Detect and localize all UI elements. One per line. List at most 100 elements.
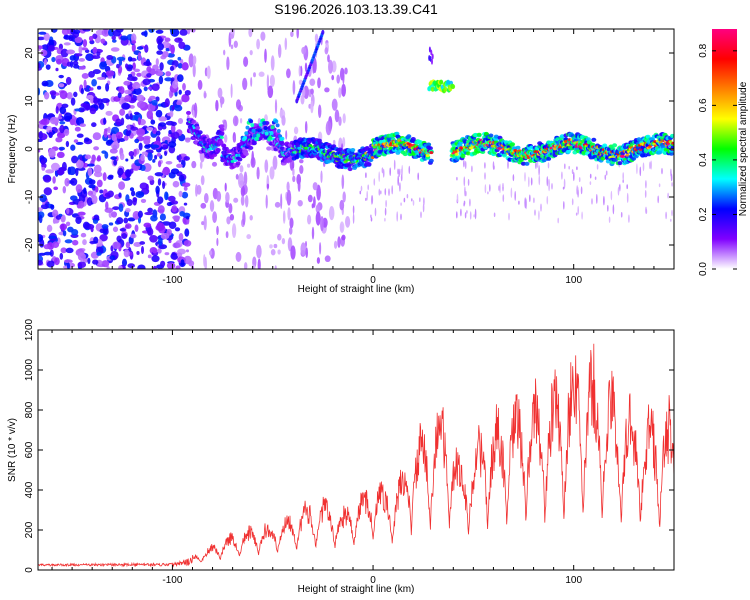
streak-blob bbox=[484, 184, 487, 194]
streak-blob bbox=[568, 165, 570, 170]
colorbar-tick-label: 0.8 bbox=[698, 43, 709, 57]
streak-blob bbox=[400, 213, 402, 221]
noise-blob bbox=[216, 237, 219, 247]
noise-blob bbox=[159, 62, 164, 71]
x-tick-label: 100 bbox=[565, 275, 582, 286]
noise-blob bbox=[96, 76, 106, 80]
noise-blob bbox=[136, 46, 144, 50]
noise-blob bbox=[310, 100, 314, 114]
noise-blob bbox=[41, 44, 49, 50]
noise-blob bbox=[125, 207, 131, 213]
noise-blob bbox=[78, 107, 85, 113]
noise-blob bbox=[100, 98, 110, 104]
streak-blob bbox=[512, 174, 515, 182]
noise-blob bbox=[92, 69, 101, 75]
noise-blob bbox=[103, 117, 107, 125]
streak-blob bbox=[399, 182, 401, 192]
streak-blob bbox=[535, 161, 537, 170]
streak-blob bbox=[596, 164, 599, 170]
noise-blob bbox=[96, 51, 101, 57]
noise-blob bbox=[84, 137, 90, 142]
trace-halo bbox=[520, 161, 526, 166]
streak-blob bbox=[384, 188, 387, 196]
noise-blob bbox=[243, 171, 248, 186]
noise-blob bbox=[339, 221, 345, 233]
noise-blob bbox=[307, 214, 312, 225]
colorbar-tick-label: 0.6 bbox=[698, 98, 709, 112]
noise-blob bbox=[298, 65, 301, 77]
noise-blob bbox=[151, 255, 160, 263]
noise-blob bbox=[170, 124, 176, 133]
noise-blob bbox=[96, 252, 102, 256]
noise-blob bbox=[108, 29, 115, 37]
noise-blob bbox=[51, 241, 60, 249]
streak-blob bbox=[610, 190, 613, 201]
hf-band-blob bbox=[430, 86, 435, 92]
noise-blob bbox=[93, 214, 100, 221]
streak-blob bbox=[464, 186, 466, 197]
noise-blob bbox=[157, 205, 165, 214]
noise-blob bbox=[152, 64, 159, 71]
y-tick-label: 600 bbox=[24, 441, 35, 458]
streak-blob bbox=[460, 208, 462, 217]
y-tick-label: 0 bbox=[24, 567, 35, 573]
noise-blob bbox=[172, 242, 181, 249]
noise-blob bbox=[111, 35, 116, 40]
noise-blob bbox=[192, 63, 196, 78]
noise-blob bbox=[257, 117, 262, 125]
noise-blob bbox=[66, 262, 71, 269]
noise-blob bbox=[230, 83, 233, 98]
streak-blob bbox=[493, 212, 496, 218]
noise-blob bbox=[130, 33, 137, 43]
noise-blob bbox=[225, 231, 229, 239]
noise-blob bbox=[55, 67, 59, 72]
noise-blob bbox=[212, 211, 218, 223]
streak-blob bbox=[380, 190, 382, 195]
noise-blob bbox=[73, 29, 81, 34]
trace-halo bbox=[476, 132, 482, 137]
streak-blob bbox=[642, 162, 645, 172]
noise-blob bbox=[317, 77, 321, 89]
noise-blob bbox=[124, 94, 132, 103]
spectrogram-ylabel: Frequency (Hz) bbox=[7, 115, 18, 184]
noise-blob bbox=[277, 249, 281, 255]
streak-blob bbox=[469, 211, 472, 220]
trace-core bbox=[563, 140, 568, 143]
trace-core bbox=[219, 136, 224, 139]
noise-blob bbox=[43, 251, 53, 256]
trace-core bbox=[297, 146, 302, 150]
noise-blob bbox=[152, 265, 157, 269]
noise-blob bbox=[185, 249, 190, 253]
trace-halo bbox=[215, 148, 221, 152]
noise-blob bbox=[43, 58, 48, 66]
trace-halo bbox=[502, 153, 507, 158]
streak-blob bbox=[382, 168, 385, 178]
noise-blob bbox=[144, 144, 151, 149]
noise-blob bbox=[183, 239, 192, 247]
noise-blob bbox=[111, 211, 118, 218]
noise-blob bbox=[56, 131, 66, 139]
noise-blob bbox=[136, 72, 142, 77]
noise-blob bbox=[76, 133, 84, 138]
noise-blob bbox=[328, 59, 333, 74]
streak-blob bbox=[665, 211, 667, 220]
noise-blob bbox=[91, 55, 101, 60]
noise-blob bbox=[242, 211, 246, 226]
noise-blob bbox=[123, 135, 129, 141]
streak-blob bbox=[563, 178, 566, 189]
noise-blob bbox=[38, 233, 44, 243]
y-tick-label: 10 bbox=[24, 95, 35, 107]
noise-blob bbox=[63, 128, 70, 136]
noise-blob bbox=[82, 221, 90, 230]
noise-blob bbox=[217, 87, 223, 99]
noise-blob bbox=[165, 161, 173, 165]
streak-blob bbox=[378, 188, 381, 196]
streak-blob bbox=[636, 163, 638, 175]
noise-blob bbox=[69, 60, 74, 68]
noise-blob bbox=[239, 165, 244, 173]
trace-halo bbox=[488, 133, 494, 138]
noise-blob bbox=[93, 236, 99, 244]
trace-halo bbox=[368, 147, 374, 152]
noise-blob bbox=[209, 200, 215, 212]
noise-blob bbox=[70, 97, 76, 106]
